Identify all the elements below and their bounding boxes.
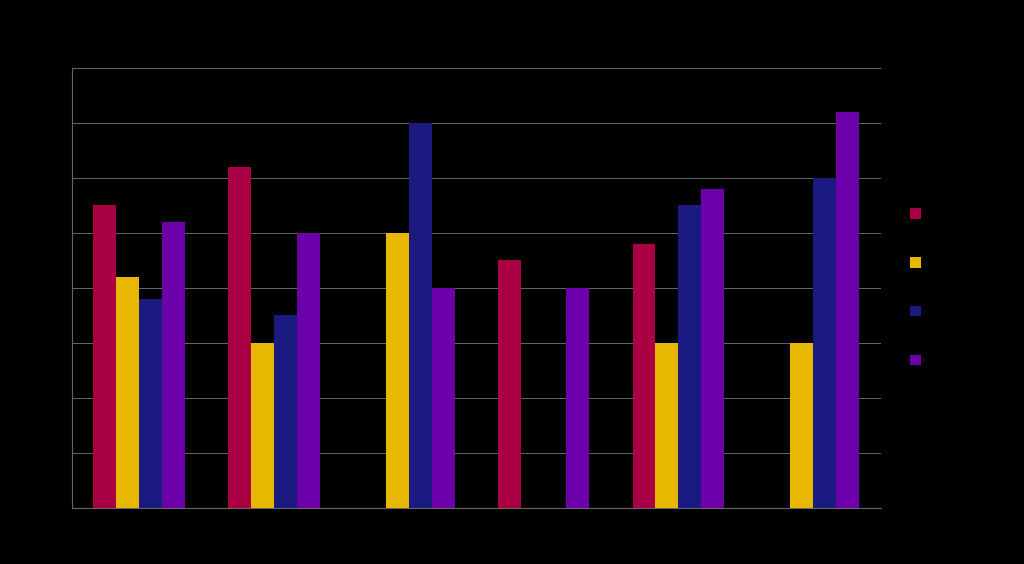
Bar	[409, 122, 432, 508]
Bar	[273, 315, 297, 508]
Bar	[566, 288, 590, 508]
Legend: , , , : , , ,	[896, 193, 946, 382]
Bar	[678, 205, 701, 508]
Bar	[139, 299, 162, 508]
Bar	[297, 232, 319, 508]
Bar	[837, 112, 859, 508]
Bar	[116, 277, 139, 508]
Bar	[162, 222, 185, 508]
Bar	[93, 205, 116, 508]
Bar	[655, 342, 678, 508]
Bar	[813, 178, 837, 508]
Bar	[228, 167, 251, 508]
Bar	[251, 342, 273, 508]
Bar	[791, 342, 813, 508]
Bar	[498, 260, 520, 508]
Bar	[633, 244, 655, 508]
Bar	[432, 288, 455, 508]
Bar	[386, 232, 409, 508]
Bar	[701, 188, 724, 508]
